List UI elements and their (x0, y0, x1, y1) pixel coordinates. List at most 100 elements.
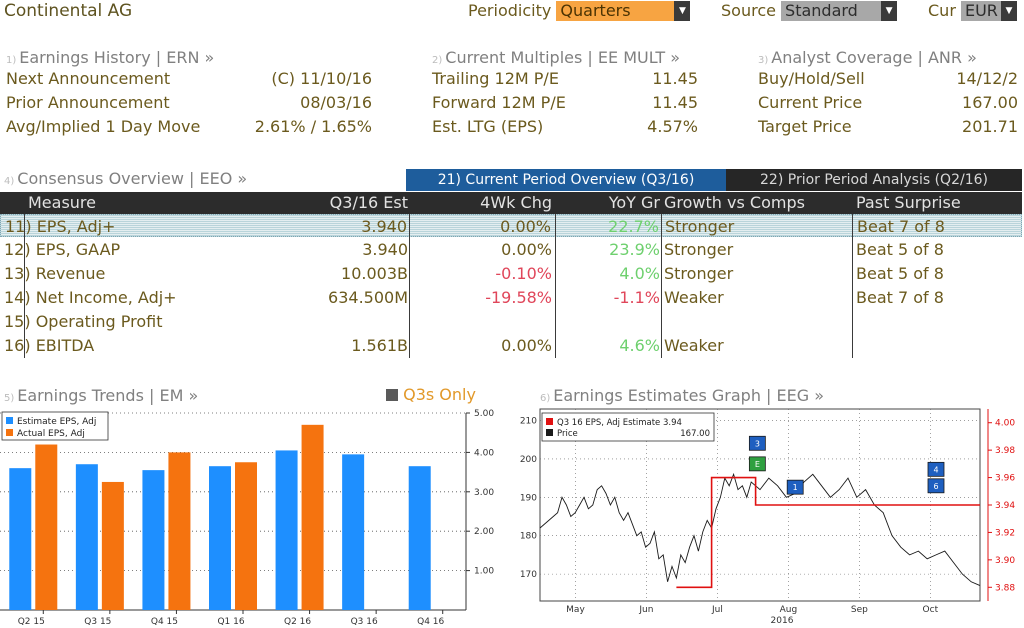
earnings-history-header[interactable]: 1) Earnings History | ERN » (6, 48, 378, 67)
toggle-label: Q3s Only (403, 385, 476, 404)
earnings-trends-header[interactable]: 5) Earnings Trends | EM » (4, 386, 198, 405)
periodicity-select[interactable]: Quarters (556, 1, 675, 21)
security-title: Continental AG (4, 1, 133, 21)
column-header[interactable]: 4Wk Chg (480, 193, 552, 212)
section-number: 1) (6, 55, 17, 66)
currency-select[interactable]: EUR (960, 1, 1001, 21)
yoy-cell: 4.0% (619, 264, 660, 283)
section-title: Consensus Overview | EEO » (17, 169, 248, 188)
section-number: 2) (432, 55, 443, 66)
y-left-tick-label: 200 (520, 455, 537, 465)
earnings-graph-header[interactable]: 6) Earnings Estimates Graph | EEG » (540, 386, 824, 405)
x-tick-label: Q1 16 (217, 617, 244, 627)
bar (209, 466, 231, 610)
yoy-cell: 23.9% (609, 240, 660, 259)
info-row: Prior Announcement 08/03/16 (6, 91, 378, 115)
estimate-cell: 3.940 (361, 217, 407, 236)
legend-swatch (546, 429, 553, 436)
table-row[interactable]: 13) Revenue 10.003B -0.10% 4.0% Stronger… (0, 262, 1022, 285)
column-header[interactable]: Past Surprise (856, 193, 961, 212)
bar (301, 424, 324, 610)
growth-cell: Stronger (664, 240, 734, 259)
checkbox-icon[interactable] (386, 389, 398, 401)
source-dropdown-icon[interactable]: ▼ (881, 1, 898, 21)
table-row[interactable]: 14) Net Income, Adj+ 634.500M -19.58% -1… (0, 286, 1022, 309)
change-cell: -0.10% (495, 264, 552, 283)
x-tick-label: Q3 16 (351, 617, 378, 627)
info-row: Avg/Implied 1 Day Move 2.61% / 1.65% (6, 115, 378, 139)
x-tick-label: Q2 15 (18, 617, 45, 627)
info-label: Next Announcement (6, 69, 171, 88)
analyst-coverage-header[interactable]: 3) Analyst Coverage | ANR » (758, 48, 1018, 67)
consensus-overview-header[interactable]: 4) Consensus Overview | EEO » (4, 169, 247, 188)
tab-current-period[interactable]: 21) Current Period Overview (Q3/16) (406, 169, 726, 191)
section-number: 3) (758, 55, 769, 66)
info-value: 4.57% (647, 117, 698, 136)
section-title: Earnings Trends | EM » (17, 386, 199, 405)
info-value: 2.61% / 1.65% (254, 117, 372, 136)
source-label: Source (721, 1, 776, 20)
growth-cell: Stronger (664, 264, 734, 283)
measure-cell: 11) EPS, Adj+ (5, 217, 116, 236)
q3s-only-toggle[interactable]: Q3s Only (386, 385, 476, 404)
column-header[interactable]: Q3/16 Est (329, 193, 408, 212)
info-row: Trailing 12M P/E 11.45 (432, 67, 698, 91)
column-divider (661, 214, 662, 358)
x-tick-label: Jun (638, 605, 653, 615)
event-marker (748, 456, 766, 472)
column-divider (24, 214, 25, 358)
measure-cell: 12) EPS, GAAP (4, 240, 121, 259)
legend-box (1, 411, 109, 441)
measure-cell: 14) Net Income, Adj+ (4, 288, 177, 307)
currency-label: Cur (928, 1, 956, 20)
earnings-trends-chart: 5.00 4.00 3.00 2.00 1.00 Q2 15 Q3 15 Q4 15 Q1 16… (0, 409, 494, 627)
info-label: Current Price (758, 93, 863, 112)
info-label: Trailing 12M P/E (432, 69, 559, 88)
legend-value: 167.00 (680, 429, 710, 439)
surprise-cell: Beat 5 of 8 (856, 240, 944, 259)
column-header[interactable]: Measure (28, 193, 96, 212)
section-title: Earnings History | ERN » (19, 48, 215, 67)
y-tick-label: 3.00 (474, 488, 494, 498)
earnings-history-panel: 1) Earnings History | ERN » Next Announce… (6, 48, 378, 139)
table-row[interactable]: 15) Operating Profit (0, 310, 1022, 333)
section-title: Earnings Estimates Graph | EEG » (553, 386, 825, 405)
column-header[interactable]: YoY Gr (608, 193, 660, 212)
y-tick-label: 2.00 (474, 527, 494, 537)
info-value: 11.45 (652, 69, 698, 88)
legend-swatch (6, 429, 13, 436)
legend-box (541, 412, 715, 442)
info-label: Avg/Implied 1 Day Move (6, 117, 201, 136)
periodicity-dropdown-icon[interactable]: ▼ (674, 1, 691, 21)
currency-dropdown-icon[interactable]: ▼ (1000, 1, 1017, 21)
event-marker (786, 479, 804, 495)
y-tick-label: 5.00 (474, 409, 494, 419)
tab-prior-period[interactable]: 22) Prior Period Analysis (Q2/16) (726, 169, 1022, 191)
column-divider (555, 214, 556, 358)
table-row[interactable]: 11) EPS, Adj+ 3.940 0.00% 22.7% Stronger… (0, 214, 1022, 237)
bar (275, 450, 298, 610)
event-marker-label: 6 (933, 482, 938, 491)
periodicity-control: Periodicity Quarters ▼ (468, 1, 691, 21)
info-value: 08/03/16 (300, 93, 372, 112)
estimate-cell: 634.500M (328, 288, 408, 307)
series-line (539, 472, 981, 587)
y-left-tick-label: 210 (520, 417, 537, 427)
change-cell: 0.00% (500, 217, 551, 236)
x-tick-label: Q3 15 (84, 617, 111, 627)
column-header[interactable]: Growth vs Comps (664, 193, 805, 212)
legend-label: Price (557, 429, 578, 439)
x-tick-label: Sep (851, 605, 868, 615)
table-row[interactable]: 16) EBITDA 1.561B 0.00% 4.6% Weaker (0, 334, 1022, 357)
legend-label: Estimate EPS, Adj (17, 417, 96, 427)
x-tick-label: Q4 16 (417, 617, 444, 627)
table-row[interactable]: 12) EPS, GAAP 3.940 0.00% 23.9% Stronger… (0, 238, 1022, 261)
y-left-tick-label: 180 (520, 532, 537, 542)
current-multiples-header[interactable]: 2) Current Multiples | EE MULT » (432, 48, 698, 67)
info-value: 11.45 (652, 93, 698, 112)
source-select[interactable]: Standard (781, 1, 882, 21)
bar (9, 468, 32, 610)
change-cell: -19.58% (485, 288, 552, 307)
change-cell: 0.00% (501, 336, 552, 355)
y-right-tick-label: 3.96 (995, 474, 1015, 484)
